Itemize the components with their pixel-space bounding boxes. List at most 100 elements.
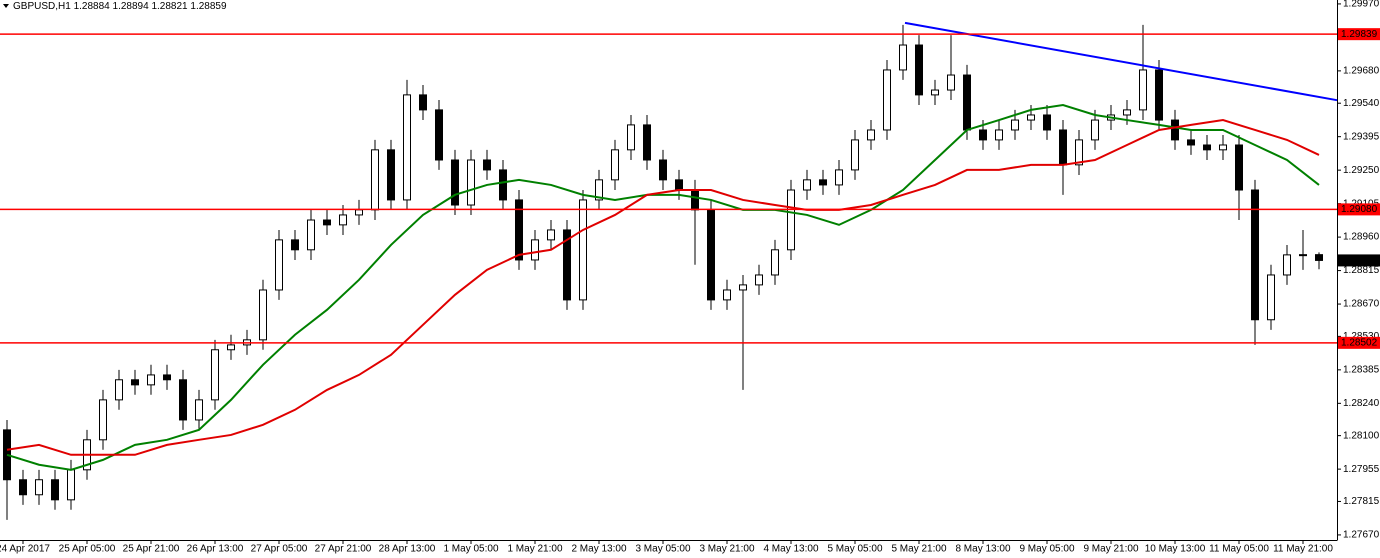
- x-tick-label: 10 May 13:00: [1145, 544, 1206, 555]
- level-label-box: [1338, 28, 1380, 41]
- current-price-label: 1.28859: [1341, 255, 1378, 266]
- x-tick-label: 4 May 13:00: [763, 544, 818, 555]
- candle-body: [1123, 109, 1131, 116]
- candle-body: [739, 284, 747, 291]
- candle-body: [819, 179, 827, 186]
- candle-body: [899, 44, 907, 71]
- candle-body: [499, 169, 507, 201]
- candle-body: [1091, 119, 1099, 141]
- x-tick-label: 9 May 05:00: [1019, 544, 1074, 555]
- x-tick-label: 27 Apr 21:00: [315, 544, 372, 555]
- candle-body: [1235, 144, 1243, 191]
- candle-body: [163, 374, 171, 381]
- candle-body: [35, 479, 43, 496]
- candle-body: [1171, 119, 1179, 141]
- y-tick-label: 1.29680: [1343, 66, 1380, 77]
- candle-body: [931, 89, 939, 96]
- level-label-box: [1338, 203, 1380, 216]
- candle-body: [595, 179, 603, 201]
- x-tick-label: 8 May 13:00: [955, 544, 1010, 555]
- candle-body: [147, 374, 155, 386]
- candle-body: [755, 274, 763, 286]
- candle-body: [1187, 139, 1195, 146]
- x-tick-label: 24 Apr 2017: [0, 544, 50, 555]
- x-tick-label: 5 May 05:00: [827, 544, 882, 555]
- candle-body: [339, 214, 347, 226]
- candle-body: [19, 479, 27, 496]
- candle-body: [1299, 254, 1307, 257]
- y-tick-label: 1.28530: [1343, 331, 1380, 342]
- level-label: 1.29839: [1341, 29, 1378, 40]
- y-tick-label: 1.27670: [1343, 530, 1380, 541]
- candle-body: [803, 179, 811, 191]
- y-tick-label: 1.27955: [1343, 464, 1380, 475]
- candle-body: [67, 469, 75, 501]
- candle-body: [211, 349, 219, 401]
- candle-body: [547, 229, 555, 241]
- x-tick-label: 2 May 13:00: [571, 544, 626, 555]
- moving-average: [6, 119, 1320, 456]
- candle-body: [355, 209, 363, 216]
- candle-body: [1219, 144, 1227, 151]
- candle-body: [531, 239, 539, 261]
- candle-body: [403, 94, 411, 201]
- candle-body: [1043, 114, 1051, 131]
- y-tick-label: 1.28670: [1343, 299, 1380, 310]
- candle-body: [371, 149, 379, 211]
- candle-body: [675, 179, 683, 191]
- candle-body: [947, 74, 955, 91]
- candle-body: [115, 379, 123, 401]
- candle-body: [1283, 254, 1291, 276]
- x-tick-label: 5 May 21:00: [891, 544, 946, 555]
- x-tick-label: 27 Apr 05:00: [251, 544, 308, 555]
- candle-body: [1139, 69, 1147, 111]
- candle-body: [515, 199, 523, 261]
- chart-title: GBPUSD,H1 1.28884 1.28894 1.28821 1.2885…: [13, 1, 227, 12]
- candle-body: [979, 129, 987, 141]
- x-tick-label: 1 May 05:00: [443, 544, 498, 555]
- y-tick-label: 1.28960: [1343, 232, 1380, 243]
- candle-body: [451, 159, 459, 206]
- x-tick-label: 11 May 21:00: [1273, 544, 1333, 555]
- x-tick-label: 28 Apr 13:00: [379, 544, 436, 555]
- candle-body: [435, 109, 443, 161]
- level-label: 1.29080: [1341, 204, 1378, 215]
- candle-body: [707, 209, 715, 301]
- candle-body: [1251, 189, 1259, 321]
- y-tick-label: 1.28240: [1343, 398, 1380, 409]
- last-high: 1.28894: [113, 1, 150, 12]
- candle-body: [275, 239, 283, 291]
- y-tick-label: 1.29250: [1343, 165, 1380, 176]
- candle-body: [691, 189, 699, 211]
- candle-body: [1027, 114, 1035, 121]
- candle-body: [99, 399, 107, 441]
- candle-body: [1075, 139, 1083, 166]
- menu-triangle[interactable]: [3, 4, 9, 8]
- candle-body: [659, 159, 667, 181]
- candle-body: [1011, 119, 1019, 131]
- candle-body: [419, 94, 427, 111]
- y-tick-label: 1.28100: [1343, 430, 1380, 441]
- candle-body: [1203, 144, 1211, 151]
- candle-body: [259, 289, 267, 341]
- y-tick-label: 1.28385: [1343, 364, 1380, 375]
- x-tick-label: 25 Apr 05:00: [59, 544, 116, 555]
- candle-body: [563, 229, 571, 301]
- x-tick-label: 9 May 21:00: [1083, 544, 1138, 555]
- level-label-box: [1338, 336, 1380, 349]
- x-tick-label: 3 May 05:00: [635, 544, 690, 555]
- candle-body: [643, 124, 651, 161]
- candle-body: [627, 124, 635, 151]
- candle-body: [579, 199, 587, 301]
- candle-body: [291, 239, 299, 251]
- candle-body: [307, 219, 315, 251]
- candle-body: [963, 74, 971, 131]
- candle-body: [835, 169, 843, 186]
- candle-body: [387, 149, 395, 201]
- candle-body: [1155, 69, 1163, 121]
- x-tick-label: 25 Apr 21:00: [123, 544, 180, 555]
- y-tick-label: 1.27815: [1343, 496, 1380, 507]
- candle-body: [915, 44, 923, 96]
